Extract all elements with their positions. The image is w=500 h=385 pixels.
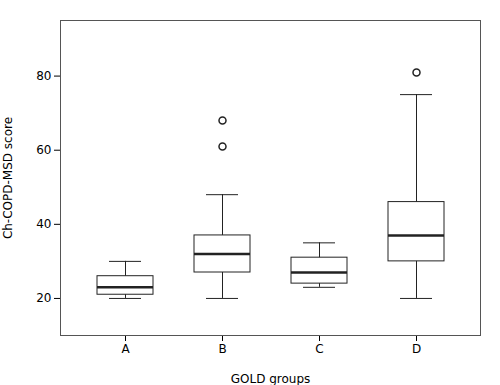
svg-text:20: 20 — [36, 291, 51, 305]
svg-text:80: 80 — [36, 69, 51, 83]
svg-text:40: 40 — [36, 217, 51, 231]
svg-text:B: B — [218, 342, 226, 356]
svg-text:D: D — [412, 342, 421, 356]
svg-text:60: 60 — [36, 143, 51, 157]
svg-text:Ch-COPD-MSD score: Ch-COPD-MSD score — [1, 117, 15, 239]
svg-text:A: A — [121, 342, 130, 356]
svg-text:GOLD groups: GOLD groups — [231, 372, 311, 385]
svg-text:C: C — [315, 342, 323, 356]
